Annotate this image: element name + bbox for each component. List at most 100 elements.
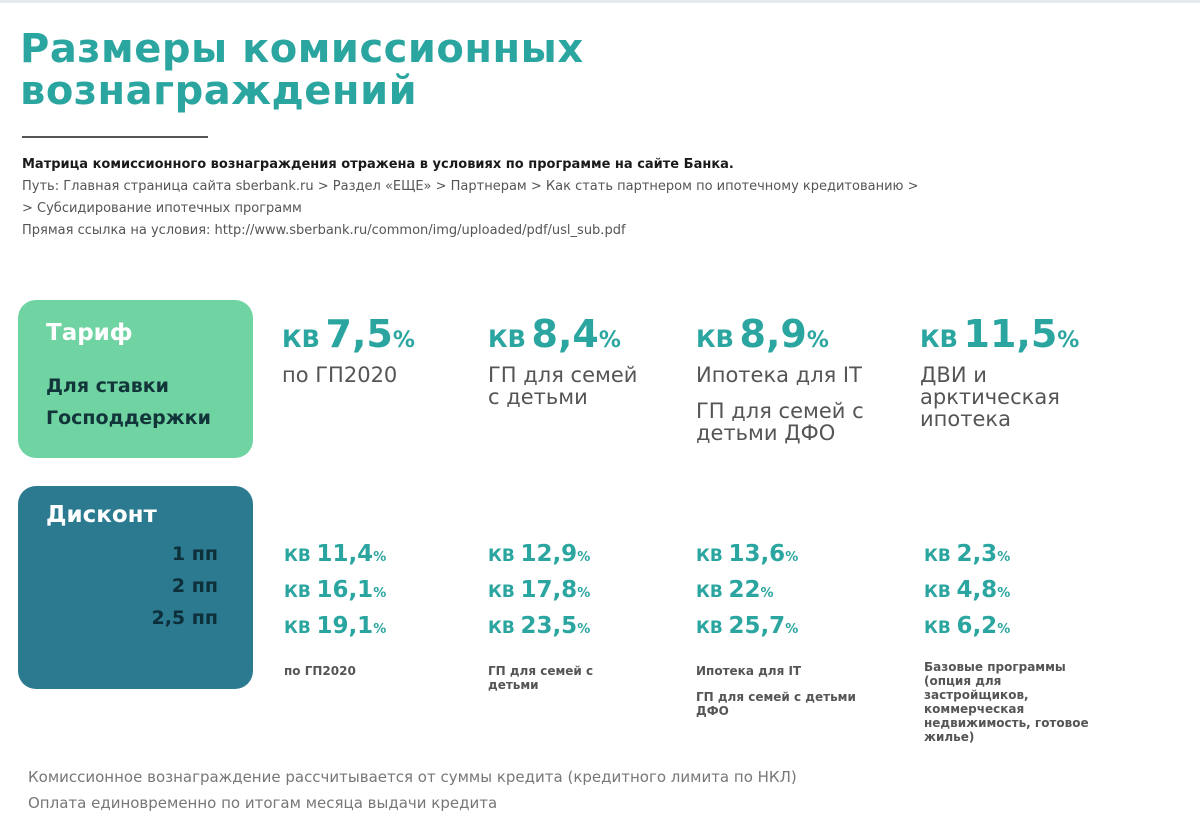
rate-kv: КВ: [284, 582, 311, 602]
rate-percent: %: [997, 550, 1011, 565]
discount-level: 2,5 пп: [151, 607, 218, 629]
tariff-rate: КВ 8,9%: [696, 312, 864, 356]
discount-description: Ипотека для IT ГП для семей с детьми ДФО: [696, 664, 856, 718]
rate-value: 16,1: [316, 577, 374, 603]
desc-line: ДВИ и: [920, 363, 987, 387]
rate-percent: %: [785, 550, 799, 565]
rate-kv: КВ: [488, 582, 515, 602]
rate-value: 2,3: [956, 541, 998, 567]
desc-line: детьми: [488, 678, 539, 692]
tariff-column-dvi: КВ 11,5% ДВИ и арктическая ипотека: [920, 312, 1079, 430]
rate-value: 11,4: [316, 541, 374, 567]
desc-line: ГП для семей: [488, 363, 638, 387]
rate-kv: КВ: [696, 582, 723, 602]
rate-percent: %: [577, 622, 591, 637]
info-path-line-1: Путь: Главная страница сайта sberbank.ru…: [22, 179, 919, 194]
tariff-subtitle: Для ставки Господдержки: [46, 370, 211, 434]
discount-rate: КВ 16,1%: [284, 574, 386, 610]
discount-rate: КВ 6,2%: [924, 610, 1089, 646]
rate-value: 8,9: [739, 312, 807, 356]
discount-column-families: КВ 12,9% КВ 17,8% КВ 23,5% ГП для семей …: [488, 538, 593, 692]
rate-percent: %: [806, 328, 829, 353]
discount-rate: КВ 12,9%: [488, 538, 593, 574]
discount-level: 1 пп: [171, 543, 218, 565]
desc-line: Базовые программы: [924, 660, 1066, 674]
rate-value: 7,5: [325, 312, 393, 356]
desc-gap: [696, 386, 864, 400]
rate-value: 17,8: [520, 577, 578, 603]
desc-line: застройщиков,: [924, 688, 1029, 702]
rate-kv: КВ: [924, 582, 951, 602]
rate-value: 8,4: [531, 312, 599, 356]
desc-line: ипотека: [920, 407, 1011, 431]
desc-line: коммерческая: [924, 702, 1025, 716]
rate-kv: КВ: [284, 546, 311, 566]
discount-rate: КВ 17,8%: [488, 574, 593, 610]
footer-note: Оплата единовременно по итогам месяца вы…: [28, 794, 498, 812]
tariff-description: Ипотека для IT ГП для семей с детьми ДФО: [696, 364, 864, 444]
tariff-column-it: КВ 8,9% Ипотека для IT ГП для семей с де…: [696, 312, 864, 444]
rate-value: 11,5: [963, 312, 1058, 356]
discount-level: 2 пп: [171, 575, 218, 597]
desc-line: по ГП2020: [284, 664, 356, 678]
info-path-line-2: > Субсидирование ипотечных программ: [22, 201, 302, 216]
rate-kv: КВ: [696, 618, 723, 638]
discount-levels: 1 пп 2 пп 2,5 пп: [18, 538, 218, 634]
rate-percent: %: [760, 586, 774, 601]
desc-line: жилье): [924, 730, 975, 744]
discount-column-base: КВ 2,3% КВ 4,8% КВ 6,2% Базовые программ…: [924, 538, 1089, 744]
tariff-column-gp2020: КВ 7,5% по ГП2020: [282, 312, 415, 386]
desc-line: (опция для: [924, 674, 1002, 688]
rate-value: 22: [728, 577, 761, 603]
rate-value: 13,6: [728, 541, 786, 567]
tariff-description: по ГП2020: [282, 364, 415, 386]
desc-line: детьми ДФО: [696, 421, 836, 445]
tariff-rate: КВ 8,4%: [488, 312, 637, 356]
desc-line: Ипотека для IT: [696, 363, 862, 387]
rate-percent: %: [598, 328, 621, 353]
rate-kv: КВ: [284, 618, 311, 638]
rate-percent: %: [577, 550, 591, 565]
page-title: Размеры комиссионных вознаграждений: [20, 28, 720, 112]
discount-rate: КВ 25,7%: [696, 610, 856, 646]
tariff-rate: КВ 7,5%: [282, 312, 415, 356]
title-divider: [22, 136, 208, 138]
rate-kv: КВ: [696, 546, 723, 566]
footer-notes: Комиссионное вознаграждение рассчитывает…: [28, 764, 797, 816]
tariff-description: ГП для семей с детьми: [488, 364, 637, 408]
discount-rate: КВ 2,3%: [924, 538, 1089, 574]
rate-percent: %: [392, 328, 415, 353]
rate-value: 19,1: [316, 613, 374, 639]
rate-kv: КВ: [488, 325, 526, 353]
rate-percent: %: [785, 622, 799, 637]
tariff-subtitle-line-2: Господдержки: [46, 407, 211, 429]
rate-percent: %: [373, 586, 387, 601]
discount-description: по ГП2020: [284, 664, 386, 678]
desc-line: с детьми: [488, 385, 588, 409]
tariff-rate: КВ 11,5%: [920, 312, 1079, 356]
desc-line: недвижимость, готовое: [924, 716, 1089, 730]
discount-rate: КВ 11,4%: [284, 538, 386, 574]
desc-line: Ипотека для IT: [696, 664, 802, 678]
rate-kv: КВ: [924, 546, 951, 566]
info-direct-link: Прямая ссылка на условия: http://www.sbe…: [22, 223, 626, 238]
tariff-description: ДВИ и арктическая ипотека: [920, 364, 1079, 430]
desc-line: ДФО: [696, 704, 729, 718]
discount-box: Дисконт 1 пп 2 пп 2,5 пп: [18, 486, 253, 689]
discount-description: ГП для семей с детьми: [488, 664, 593, 692]
rate-percent: %: [1057, 328, 1080, 353]
desc-line: ГП для семей с: [696, 399, 864, 423]
desc-line: ГП для семей с детьми: [696, 690, 856, 704]
tariff-subtitle-line-1: Для ставки: [46, 375, 169, 397]
rate-percent: %: [997, 586, 1011, 601]
discount-rate: КВ 4,8%: [924, 574, 1089, 610]
rate-percent: %: [997, 622, 1011, 637]
rate-kv: КВ: [282, 325, 320, 353]
rate-kv: КВ: [924, 618, 951, 638]
rate-percent: %: [373, 550, 387, 565]
tariff-title: Тариф: [46, 320, 133, 346]
top-border: [0, 0, 1200, 3]
rate-value: 25,7: [728, 613, 786, 639]
rate-value: 23,5: [520, 613, 578, 639]
page-title-line-1: Размеры комиссионных: [20, 26, 584, 72]
